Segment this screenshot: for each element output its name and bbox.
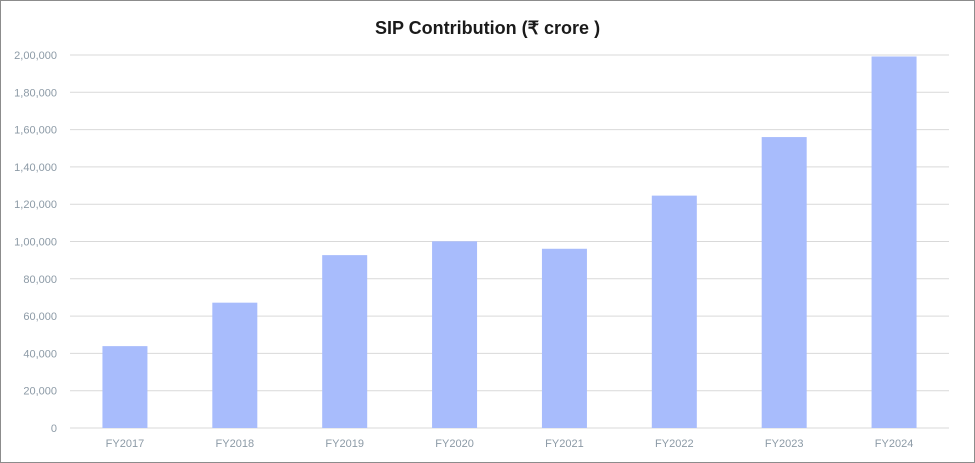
bar-fy2018 — [212, 302, 258, 428]
y-tick-label: 40,000 — [23, 348, 57, 360]
y-tick-label: 1,00,000 — [14, 237, 57, 249]
y-tick-label: 1,80,000 — [14, 87, 57, 99]
x-tick-label: FY2019 — [325, 438, 364, 450]
y-axis-tick-labels: 0 20,000 40,000 60,000 80,000 1,00,000 1,20,00… — [14, 50, 57, 435]
x-tick-label: FY2024 — [875, 438, 914, 450]
bar-fy2019 — [322, 255, 368, 428]
bar-fy2021 — [541, 248, 587, 428]
y-tick-label: 60,000 — [23, 311, 57, 323]
x-tick-label: FY2018 — [216, 438, 255, 450]
y-tick-label: 1,40,000 — [14, 162, 57, 174]
bars — [102, 56, 917, 428]
y-tick-label: 0 — [51, 423, 57, 435]
bar-fy2022 — [651, 195, 697, 428]
y-tick-label: 20,000 — [23, 386, 57, 398]
bar-fy2024 — [871, 56, 917, 428]
y-tick-label: 80,000 — [23, 274, 57, 286]
y-tick-label: 1,20,000 — [14, 199, 57, 211]
gridlines — [70, 54, 949, 429]
x-tick-label: FY2017 — [106, 438, 145, 450]
x-tick-label: FY2023 — [765, 438, 804, 450]
y-tick-label: 2,00,000 — [14, 50, 57, 62]
x-tick-label: FY2021 — [545, 438, 584, 450]
bar-fy2017 — [102, 346, 148, 428]
chart-title: SIP Contribution (₹ crore ) — [374, 18, 601, 38]
bar-fy2023 — [761, 137, 807, 428]
x-axis-tick-labels: FY2017 FY2018 FY2019 FY2020 FY2021 FY2022 FY20… — [106, 438, 914, 450]
x-tick-label: FY2022 — [655, 438, 694, 450]
y-tick-label: 1,60,000 — [14, 125, 57, 137]
x-tick-label: FY2020 — [435, 438, 474, 450]
bar-fy2020 — [432, 241, 478, 428]
